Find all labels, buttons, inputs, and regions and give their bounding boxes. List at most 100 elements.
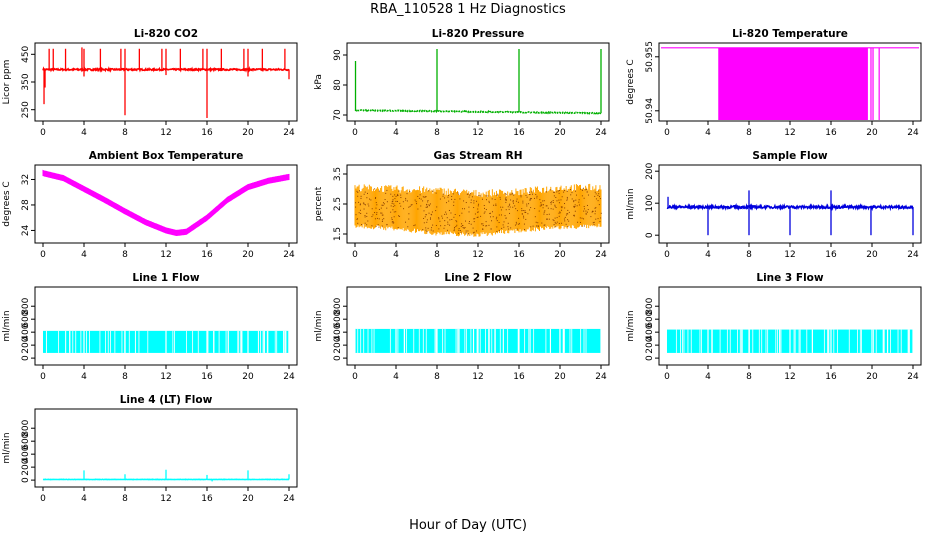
y-tick-label: 600: [333, 310, 343, 327]
series-dot: [505, 209, 507, 211]
y-tick-label: 450: [21, 45, 31, 62]
series-dot: [487, 195, 489, 197]
series-dot: [481, 198, 483, 200]
series-dot: [477, 205, 479, 207]
series-dot: [376, 212, 378, 214]
series-dot: [465, 230, 467, 232]
series-dot: [520, 196, 522, 198]
series-dot: [556, 191, 558, 193]
series-dot: [429, 203, 431, 205]
series-dot: [513, 194, 515, 196]
series-dot: [575, 199, 577, 201]
series-dot: [489, 212, 491, 214]
series-dot: [543, 211, 545, 213]
x-tick-label: 12: [784, 372, 795, 382]
y-tick-label: 1.5: [333, 227, 343, 241]
series-dot: [420, 205, 422, 207]
series-dot: [456, 221, 458, 223]
series-dot: [552, 208, 554, 210]
series-dot: [583, 225, 585, 227]
series-dot: [563, 218, 565, 220]
series-dot: [512, 202, 514, 204]
series-dot: [480, 215, 482, 217]
y-tick-label: 800: [21, 297, 31, 314]
y-axis-label: ml/min: [2, 432, 12, 463]
series-dot: [591, 211, 593, 213]
series-dot: [597, 218, 599, 220]
series-dot: [454, 227, 456, 229]
series-dot: [516, 198, 518, 200]
series-dot: [558, 202, 560, 204]
series-dot: [465, 232, 467, 234]
x-tick-label: 24: [595, 250, 607, 260]
series-dot: [508, 204, 510, 206]
panel-title: Sample Flow: [752, 150, 827, 162]
series-dot: [360, 197, 362, 199]
series-dot: [465, 202, 467, 204]
series-dot: [567, 219, 569, 221]
y-tick-label: 400: [21, 445, 31, 462]
series-dot: [408, 218, 410, 220]
series-dot: [550, 189, 552, 191]
series-dot: [429, 217, 431, 219]
x-tick-label: 4: [81, 372, 87, 382]
series-dot: [496, 226, 498, 228]
series-dot: [355, 206, 357, 208]
series-dot: [581, 225, 583, 227]
series-dot: [423, 217, 425, 219]
series-dot: [567, 209, 569, 211]
series-dot: [543, 200, 545, 202]
series-dot: [529, 197, 531, 199]
series-dot: [403, 208, 405, 210]
series-dot: [444, 225, 446, 227]
series-dot: [509, 212, 511, 214]
series-dot: [488, 202, 490, 204]
series-dot: [424, 216, 426, 218]
series-dot: [540, 202, 542, 204]
series-dot: [564, 216, 566, 218]
series-dot: [516, 228, 518, 230]
y-tick-label: 32: [21, 174, 31, 185]
series-dot: [564, 220, 566, 222]
series-dot: [517, 201, 519, 203]
y-tick-label: 350: [21, 73, 31, 90]
series-dot: [566, 199, 568, 201]
series-dot: [393, 203, 395, 205]
panel-co2: Li-820 CO2 Licor ppm 0 4 8 12 16 20 24 250 350 450: [2, 28, 298, 138]
series-dot: [473, 221, 475, 223]
series-dot: [520, 195, 522, 197]
series-dot: [558, 215, 560, 217]
series-dot: [523, 223, 525, 225]
series-dot: [453, 204, 455, 206]
series-dot: [432, 224, 434, 226]
series-dot: [496, 220, 498, 222]
y-tick-label: 50.94: [645, 98, 655, 124]
series-dot: [554, 205, 556, 207]
series-dot: [504, 198, 506, 200]
x-tick-label: 20: [866, 128, 878, 138]
series-dot: [573, 201, 575, 203]
series-dot: [459, 215, 461, 217]
series-dot: [457, 232, 459, 234]
series-dot: [366, 197, 368, 199]
series-dot: [382, 202, 384, 204]
series-dot: [523, 228, 525, 230]
series-dot: [394, 194, 396, 196]
series-dot: [585, 212, 587, 214]
series-dot: [600, 212, 602, 214]
series-dot: [441, 215, 443, 217]
panel-title: Li-820 Pressure: [432, 28, 525, 40]
series-dot: [500, 214, 502, 216]
series-dot: [483, 212, 485, 214]
series-dot: [595, 207, 597, 209]
series-dot: [529, 191, 531, 193]
series-dot: [469, 194, 471, 196]
series-dot: [426, 203, 428, 205]
y-axis-label: degrees C: [626, 59, 636, 104]
series-dot: [467, 193, 469, 195]
series-dot: [417, 208, 419, 210]
series-dot: [500, 206, 502, 208]
series-dot: [392, 222, 394, 224]
series-dot: [515, 221, 517, 223]
series-dot: [505, 217, 507, 219]
